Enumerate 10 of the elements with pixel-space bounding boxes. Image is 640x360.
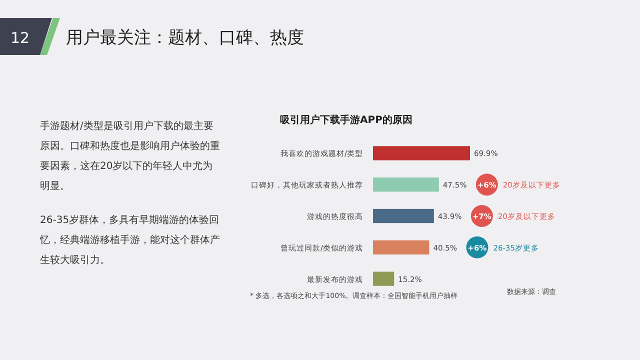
bar (373, 272, 394, 286)
text: 手游题材/类型是吸引用户下载的最主要原因。口碑和热度也是影响用户体验的重要因素，这在20岁以下的年轻人中尤为明显。 (40, 120, 220, 192)
bar (373, 208, 434, 224)
text: 26-35岁群体，多具有早期端游的体验回忆，经典端游移植手游，能对这个群体产生较大吸引力。 (39, 214, 220, 266)
chart-subtitle: 吸引用户下载手游APP的原因 (280, 114, 412, 126)
text: 12 (10, 29, 30, 47)
text: 用户最关注：题材、口碑、热度 (66, 28, 304, 48)
bar (373, 146, 470, 160)
bar (373, 240, 430, 254)
bar (373, 178, 439, 192)
